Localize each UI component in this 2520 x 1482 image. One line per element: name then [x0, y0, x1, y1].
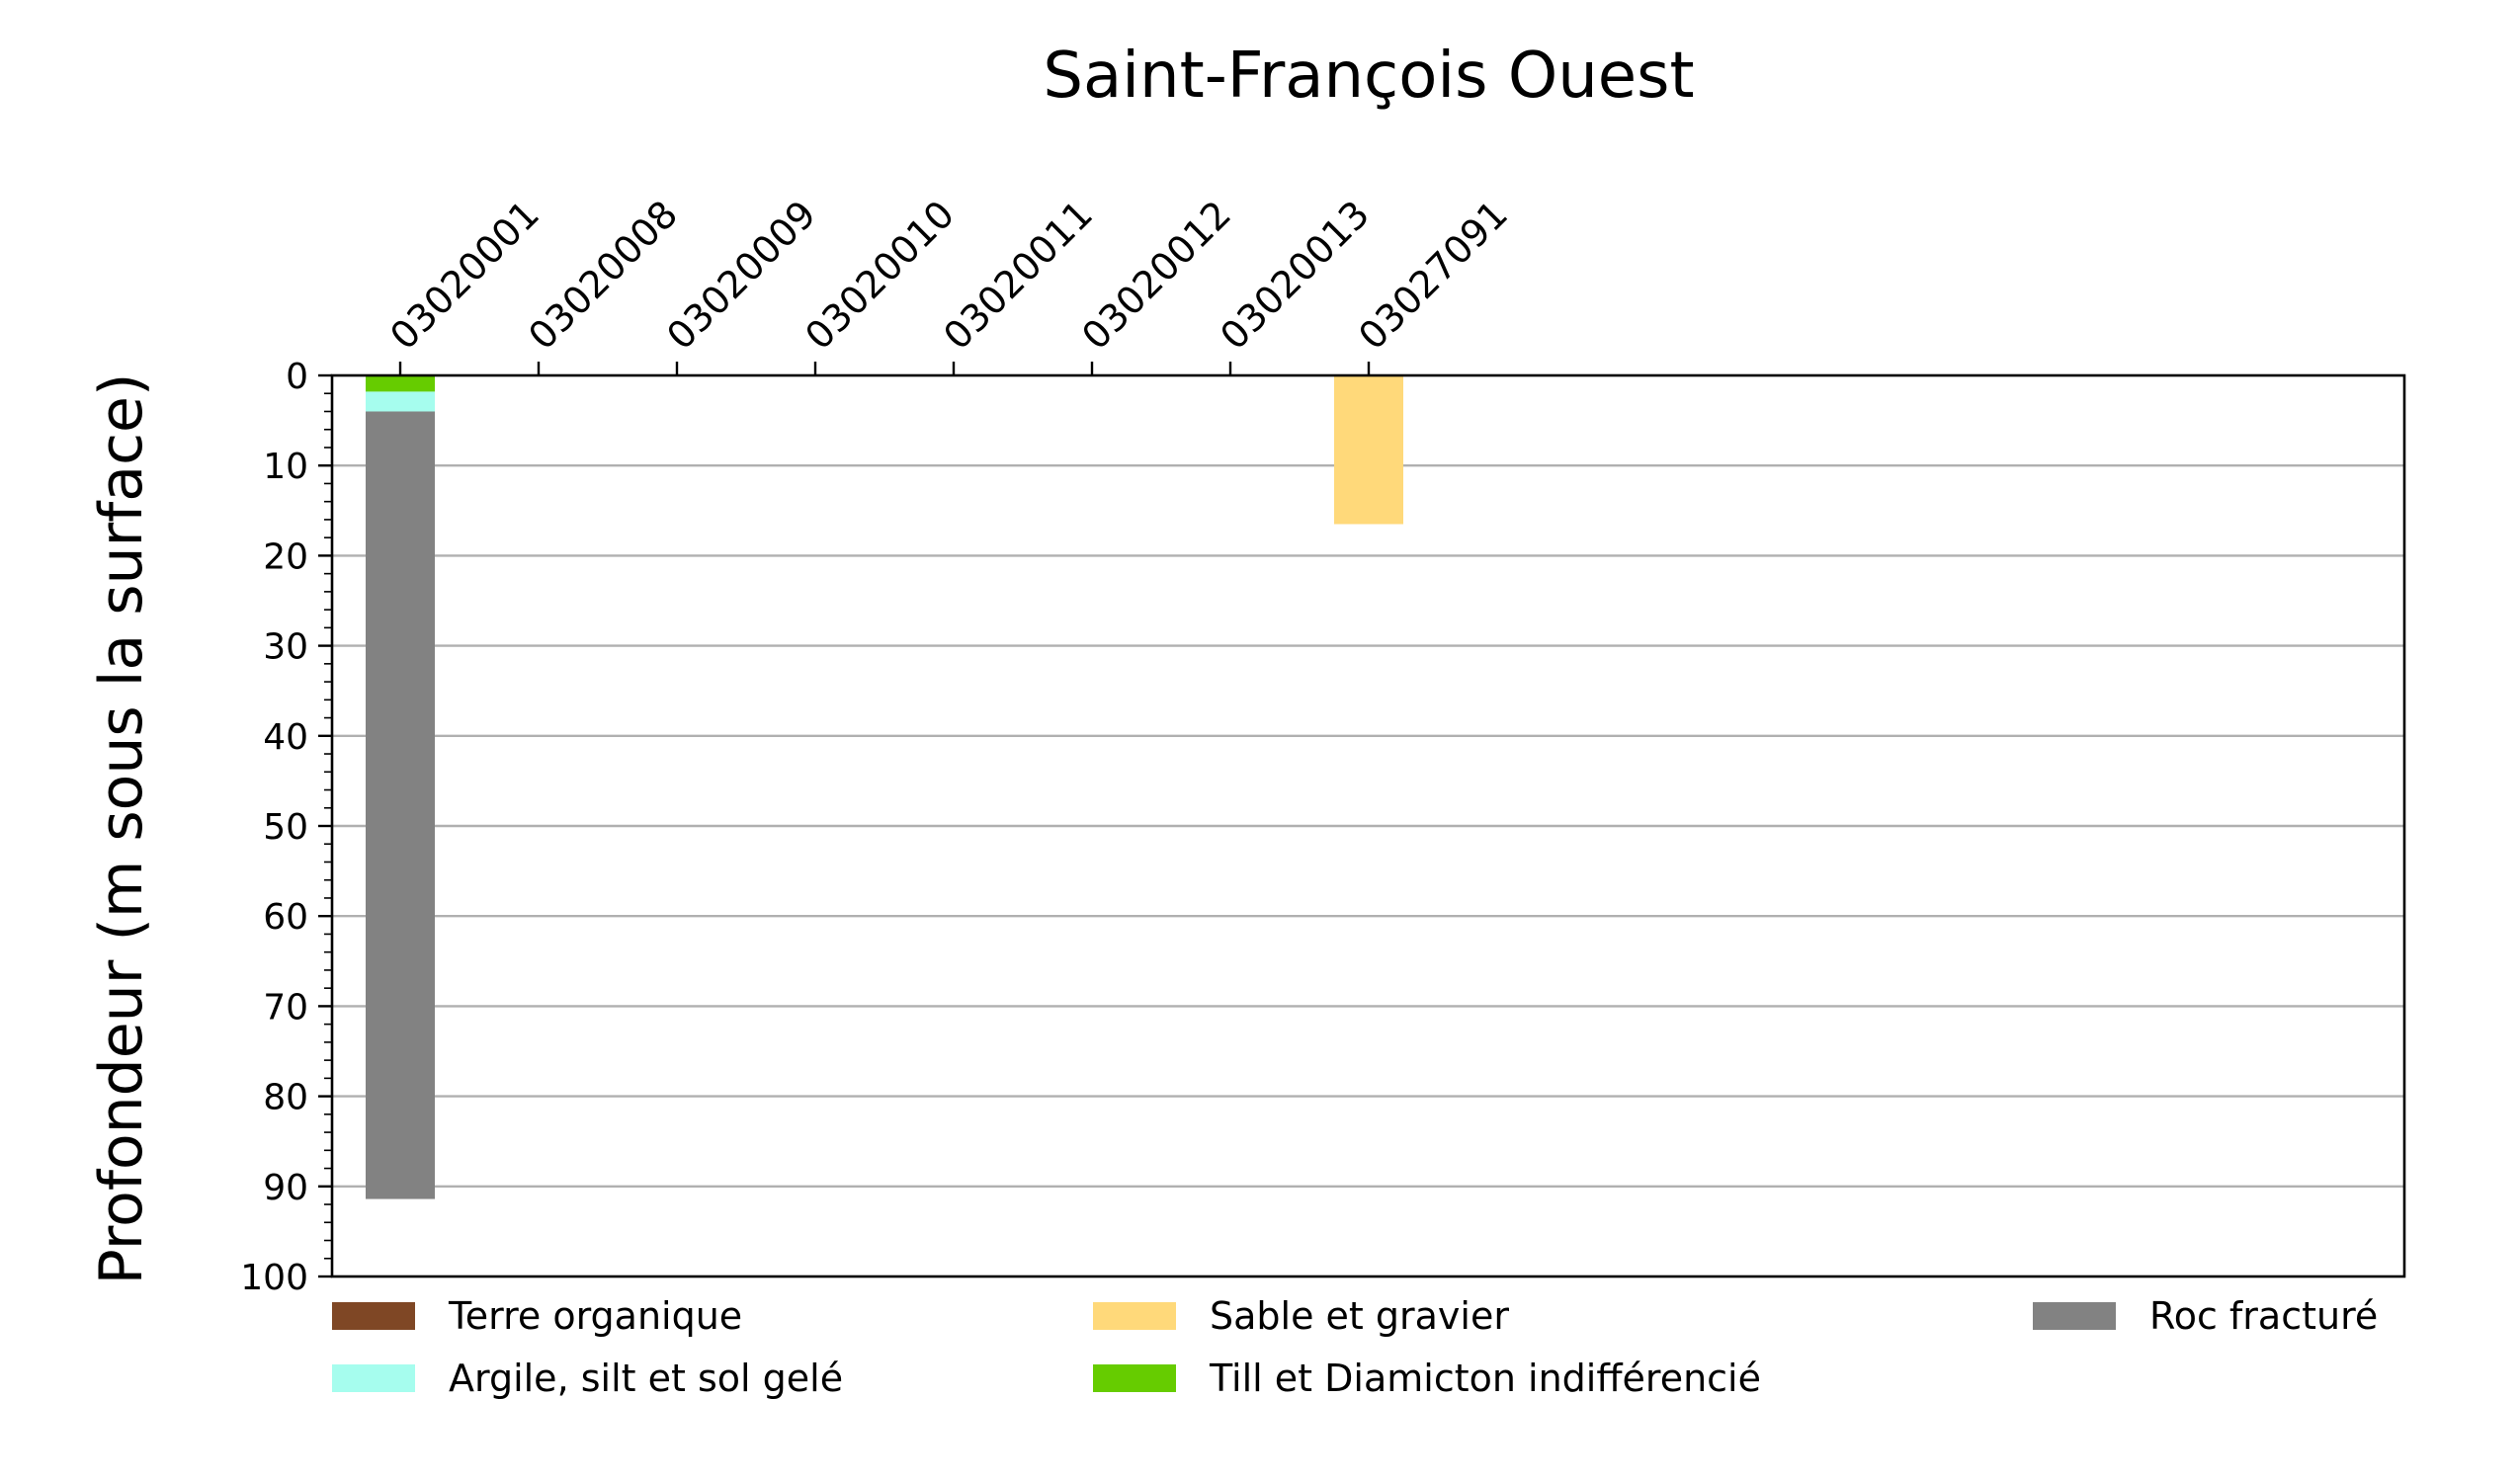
x-tick-label: 03020012: [1073, 192, 1239, 358]
y-tick-label: 100: [240, 1258, 308, 1298]
legend-label: Sable et gravier: [1210, 1294, 1509, 1338]
axes: 0102030405060708090100030200010302000803…: [240, 192, 2406, 1298]
x-tick-label: 03027091: [1350, 192, 1516, 358]
legend-swatch: [332, 1302, 415, 1330]
bar-segment: [366, 375, 435, 392]
y-tick-label: 10: [263, 447, 308, 487]
x-tick-label: 03020001: [381, 192, 547, 358]
y-tick-label: 90: [263, 1168, 308, 1208]
legend-label: Argile, silt et sol gelé: [449, 1357, 843, 1400]
legend-swatch: [1093, 1302, 1176, 1330]
y-axis-label: Profondeur (m sous la surface): [87, 373, 156, 1285]
x-tick-label: 03020011: [935, 192, 1101, 358]
y-tick-label: 0: [286, 357, 308, 397]
y-tick-label: 40: [263, 717, 308, 758]
y-tick-label: 50: [263, 807, 308, 848]
y-tick-label: 20: [263, 536, 308, 577]
legend: Terre organique Argile, silt et sol gelé T…: [332, 1294, 2378, 1400]
legend-entry: Roc fracturé: [2033, 1294, 2378, 1338]
legend-label: Till et Diamicton indifférencié: [1209, 1357, 1761, 1400]
bars: [366, 375, 1403, 1199]
grid-lines: [332, 464, 2404, 1189]
legend-entry: Terre organique: [332, 1294, 742, 1338]
bar-segment: [1334, 375, 1403, 525]
bar-segment: [366, 411, 435, 1199]
x-tick-label: 03020013: [1212, 192, 1378, 358]
y-tick-label: 30: [263, 627, 308, 668]
x-tick-label: 03020010: [797, 192, 963, 358]
x-tick-label: 03020009: [658, 192, 824, 358]
legend-swatch: [1093, 1364, 1176, 1392]
legend-label: Roc fracturé: [2149, 1294, 2378, 1338]
y-tick-label: 70: [263, 987, 308, 1028]
chart-title: Saint-François Ouest: [1043, 40, 1694, 113]
legend-swatch: [332, 1364, 415, 1392]
legend-entry: Till et Diamicton indifférencié: [1093, 1357, 1761, 1400]
y-tick-label: 80: [263, 1078, 308, 1118]
bar-segment: [366, 391, 435, 412]
legend-swatch: [2033, 1302, 2116, 1330]
legend-entry: Sable et gravier: [1093, 1294, 1509, 1338]
y-tick-label: 60: [263, 897, 308, 938]
x-tick-label: 03020008: [520, 192, 686, 358]
legend-entry: Argile, silt et sol gelé: [332, 1357, 843, 1400]
legend-label: Terre organique: [448, 1294, 742, 1338]
